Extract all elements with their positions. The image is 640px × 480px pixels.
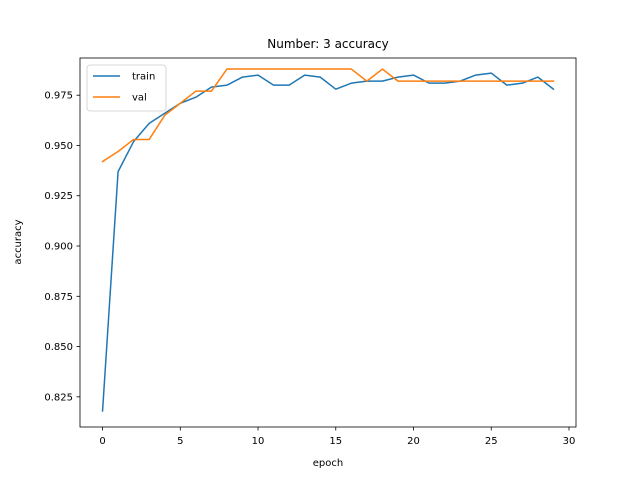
legend-label-val: val <box>132 93 147 104</box>
y-axis-label: accuracy <box>13 219 24 264</box>
legend: train val <box>86 64 167 112</box>
x-tick-label: 20 <box>407 436 420 447</box>
y-tick-label: 0.975 <box>44 91 73 102</box>
chart-title: Number: 3 accuracy <box>267 37 388 51</box>
y-tick-label: 0.875 <box>44 292 73 303</box>
x-axis-label: epoch <box>313 458 343 469</box>
plot-frame <box>79 57 577 428</box>
series-lines <box>101 68 555 412</box>
x-tick-label: 25 <box>485 436 498 447</box>
x-tick-label: 30 <box>563 436 576 447</box>
x-tick-label: 10 <box>252 436 265 447</box>
x-tick-label: 0 <box>99 436 105 447</box>
y-tick-label: 0.925 <box>44 191 73 202</box>
y-axis-ticks: 0.825 0.850 0.875 0.900 0.925 0.950 0.975 <box>44 91 80 403</box>
legend-label-train: train <box>132 72 155 83</box>
x-tick-label: 5 <box>177 436 183 447</box>
y-tick-label: 0.900 <box>44 242 73 253</box>
y-tick-label: 0.825 <box>44 392 73 403</box>
series-line-val <box>101 68 555 163</box>
x-axis-ticks: 0 5 10 15 20 25 30 <box>99 427 575 447</box>
x-tick-label: 15 <box>329 436 342 447</box>
y-tick-label: 0.950 <box>44 141 73 152</box>
y-tick-label: 0.850 <box>44 342 73 353</box>
